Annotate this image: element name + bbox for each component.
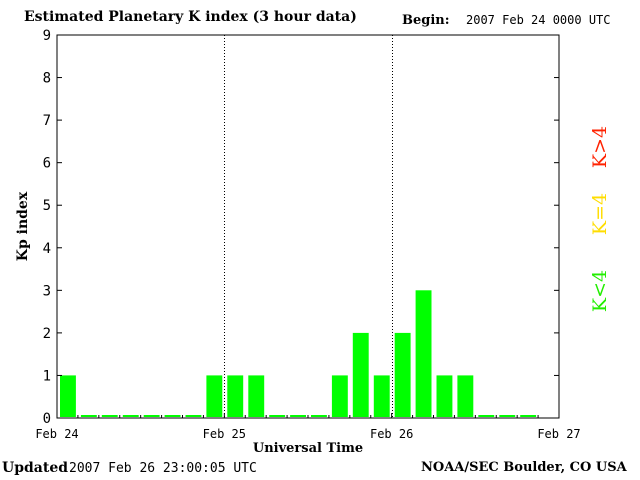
kp-bar — [101, 415, 118, 417]
kp-bar — [415, 290, 432, 417]
legend-k-equal-4: K=4 — [589, 192, 612, 236]
kp-bar — [436, 375, 453, 417]
plot-frame — [56, 34, 560, 419]
begin-label: Begin: — [402, 13, 450, 28]
legend-k-less-4: K<4 — [589, 269, 612, 313]
updated-value: 2007 Feb 26 23:00:05 UTC — [69, 461, 257, 476]
kp-bar — [227, 375, 244, 417]
x-tick-label: Feb 25 — [203, 427, 246, 441]
kp-bar — [206, 375, 223, 417]
y-tick-label: 7 — [43, 113, 51, 129]
y-tick-label: 3 — [43, 283, 51, 299]
kp-bar — [269, 415, 286, 417]
kp-bar — [520, 415, 537, 417]
y-tick-label: 1 — [43, 368, 51, 384]
x-tick-label: Feb 24 — [35, 427, 78, 441]
x-tick-label: Feb 27 — [537, 427, 580, 441]
y-tick-label: 4 — [43, 241, 51, 257]
kp-bar — [331, 375, 348, 417]
kp-bar — [80, 415, 97, 417]
chart-title: Estimated Planetary K index (3 hour data… — [24, 9, 357, 25]
kp-bar — [457, 375, 474, 417]
y-tick-label: 8 — [43, 71, 51, 87]
kp-bar — [122, 415, 139, 417]
kp-bar — [478, 415, 495, 417]
kp-bar — [185, 415, 202, 417]
kp-bar — [290, 415, 306, 417]
y-tick-label: 9 — [43, 28, 51, 44]
y-tick-label: 6 — [43, 156, 51, 172]
kp-bar — [60, 375, 76, 417]
x-axis-label: Universal Time — [253, 441, 363, 456]
kp-bar — [394, 332, 411, 417]
x-tick-label: Feb 26 — [370, 427, 413, 441]
kp-bar — [164, 415, 181, 417]
updated-label: Updated — [2, 460, 69, 476]
legend-k-greater-4: K>4 — [589, 125, 612, 169]
kp-bar — [143, 415, 160, 417]
kp-bar — [352, 332, 369, 417]
kp-bar — [311, 415, 327, 417]
y-tick-label: 2 — [43, 326, 51, 342]
y-tick-label: 0 — [43, 411, 51, 427]
kp-bar — [373, 375, 390, 417]
credit-text: NOAA/SEC Boulder, CO USA — [421, 460, 627, 475]
begin-value: 2007 Feb 24 0000 UTC — [466, 13, 611, 27]
y-tick-label: 5 — [43, 198, 51, 214]
kp-bar — [248, 375, 265, 417]
y-axis-label: Kp index — [15, 191, 31, 261]
kp-bar — [499, 415, 516, 417]
